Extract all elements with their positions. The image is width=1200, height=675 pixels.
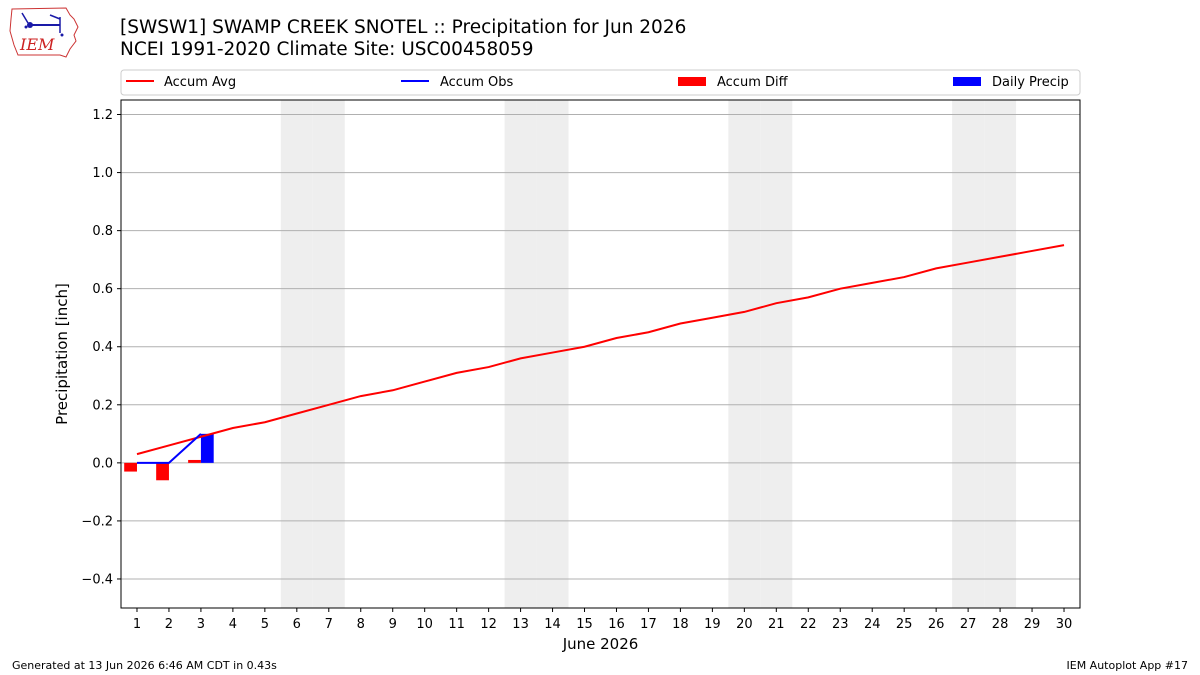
x-tick-label: 21 [768,617,785,632]
x-tick-label: 23 [832,617,849,632]
x-tick-label: 20 [736,617,753,632]
x-tick-label: 5 [261,617,269,632]
x-tick-label: 29 [1024,617,1041,632]
x-tick-label: 19 [704,617,721,632]
y-tick-label: 1.2 [92,108,113,123]
title-line-2: NCEI 1991-2020 Climate Site: USC00458059 [120,39,534,60]
x-tick-label: 6 [293,617,301,632]
weekend-band [760,100,793,608]
y-tick-label: −0.2 [81,514,113,529]
logo-text: IEM [19,35,55,54]
x-tick-label: 17 [640,617,657,632]
x-tick-label: 13 [512,617,529,632]
accum-obs-line [136,433,202,464]
iem-logo: IEM [8,5,80,59]
iowa-state-outline-icon: IEM [9,7,79,58]
legend: Accum Avg Accum Obs Accum Diff Daily Precip [120,69,1081,96]
y-tick-label: 0.4 [92,340,113,355]
x-tick-label: 4 [229,617,237,632]
x-tick-label: 12 [480,617,497,632]
weekend-band [280,100,313,608]
accum-diff-bar [188,459,201,463]
x-tick-label: 15 [576,617,593,632]
legend-label: Daily Precip [992,75,1069,90]
x-tick-label: 30 [1056,617,1073,632]
x-tick-label: 18 [672,617,689,632]
x-tick-label: 14 [544,617,561,632]
accum-diff-bar [156,462,169,481]
y-tick-label: −0.4 [81,572,113,587]
x-tick-label: 1 [133,617,141,632]
grid-lines [121,114,1080,580]
weekend-shading [280,100,1017,608]
accum-diff-bar [124,462,137,472]
x-tick-label: 11 [448,617,465,632]
x-tick-label: 8 [357,617,365,632]
x-tick-label: 7 [325,617,333,632]
y-tick-label: 0.8 [92,224,113,239]
weekend-band [312,100,345,608]
y-axis-label: Precipitation [inch] [53,283,71,425]
x-tick-label: 16 [608,617,625,632]
x-tick-label: 25 [896,617,913,632]
app-footer: IEM Autoplot App #17 [1066,659,1189,672]
x-axis-ticks: 1 2 3 4 5 6 7 8 9 10 11 12 13 14 15 16 17 18 19 20 21 22 23 24 2… [133,608,1072,632]
bars [124,433,214,481]
x-tick-label: 2 [165,617,173,632]
accum-avg-line [136,244,1065,456]
legend-label: Accum Avg [164,75,236,90]
x-axis-label: June 2026 [562,635,639,653]
x-tick-label: 28 [992,617,1009,632]
plot-frame [120,99,1081,609]
weekend-band [504,100,537,608]
x-tick-label: 9 [389,617,397,632]
x-tick-label: 26 [928,617,945,632]
x-tick-label: 10 [416,617,433,632]
x-tick-label: 3 [197,617,205,632]
x-tick-label: 27 [960,617,977,632]
weekend-band [984,100,1017,608]
legend-box [120,69,1081,96]
chart-title: [SWSW1] SWAMP CREEK SNOTEL :: Precipitat… [120,17,686,61]
title-line-1: [SWSW1] SWAMP CREEK SNOTEL :: Precipitat… [120,17,687,38]
legend-label: Accum Obs [440,75,513,90]
legend-swatch-bar [953,77,981,86]
x-tick-label: 24 [864,617,881,632]
weekend-band [728,100,761,608]
daily-precip-bar [200,433,214,463]
y-tick-label: 0.2 [92,398,113,413]
generated-footer: Generated at 13 Jun 2026 6:46 AM CDT in … [12,659,277,672]
series-lines [136,244,1065,464]
y-tick-label: 1.0 [92,166,113,181]
legend-swatch-bar [678,77,706,86]
y-tick-label: 0.6 [92,282,113,297]
y-tick-label: 0.0 [92,456,113,471]
y-axis-ticks: −0.4 −0.2 0.0 0.2 0.4 0.6 0.8 1.0 1.2 [81,108,121,587]
legend-label: Accum Diff [717,75,789,90]
x-tick-label: 22 [800,617,817,632]
weekend-band [952,100,985,608]
